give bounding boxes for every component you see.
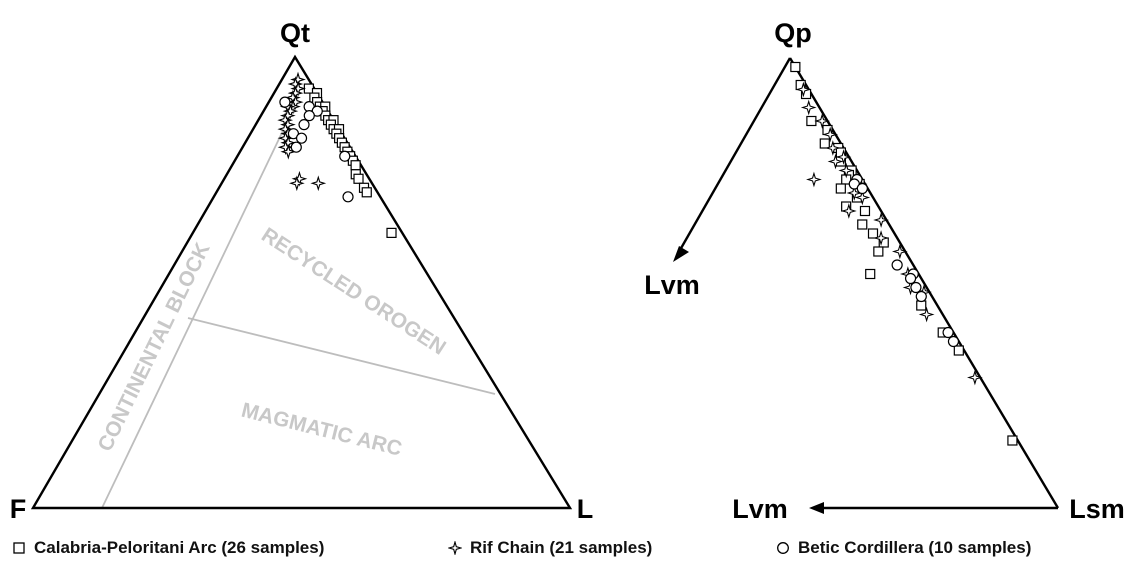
star-marker (918, 306, 935, 323)
circle-marker (856, 182, 868, 195)
star-marker-icon (448, 541, 462, 555)
star-marker (840, 203, 857, 219)
star-marker (795, 81, 812, 98)
square-marker (953, 345, 964, 356)
vertex-label-lsm: Lsm (1069, 494, 1125, 524)
field-label-magmatic-arc: MAGMATIC ARC (239, 399, 404, 461)
square-marker (859, 205, 871, 217)
star-marker (310, 175, 327, 192)
vertex-label-l: L (577, 494, 594, 524)
circle-marker (915, 290, 927, 303)
circle-marker (303, 110, 315, 122)
star-marker (822, 126, 839, 143)
square-marker (386, 227, 397, 238)
arrow-head-diagonal (673, 246, 689, 262)
star-marker (854, 189, 871, 206)
star-marker (806, 171, 822, 188)
arrow-label-lvm-diagonal: Lvm (644, 270, 700, 300)
ternary-qtfl: RECYCLED OROGEN MAGMATIC ARC CONTINENTAL… (10, 18, 594, 524)
legend-item-rif: Rif Chain (21 samples) (448, 538, 652, 558)
field-label-continental-block: CONTINENTAL BLOCK (94, 239, 215, 455)
triangle-qtfl (30, 54, 573, 510)
square-marker (1007, 435, 1018, 446)
points-qplvmlsm (790, 61, 1018, 446)
circle-marker (279, 96, 291, 108)
arrow-label-lvm-bottom: Lvm (732, 494, 788, 524)
star-marker (288, 175, 305, 192)
arrow-head-bottom (809, 502, 824, 514)
square-marker (835, 183, 846, 194)
circle-marker (910, 281, 922, 294)
star-marker (824, 140, 841, 156)
square-marker (916, 300, 927, 311)
square-marker (353, 173, 364, 184)
circle-marker (298, 119, 310, 131)
star-marker (873, 230, 889, 246)
circle-marker (891, 259, 903, 271)
legend-label-betic: Betic Cordillera (10 samples) (798, 538, 1032, 557)
recycled-orogen-magmatic-arc-boundary (187, 317, 496, 395)
square-marker (873, 246, 884, 257)
star-marker (835, 149, 852, 165)
triangle-qplvmlsm (788, 57, 1060, 509)
star-marker (814, 113, 831, 129)
circle-marker (942, 326, 954, 339)
star-marker (838, 162, 855, 179)
legend: Calabria-Peloritani Arc (26 samples) Rif… (0, 538, 1129, 568)
legend-item-betic: Betic Cordillera (10 samples) (776, 538, 1031, 558)
star-marker (891, 243, 908, 260)
star-marker (846, 185, 863, 201)
square-marker-icon (13, 542, 25, 554)
square-marker (790, 61, 801, 73)
legend-label-rif: Rif Chain (21 samples) (470, 538, 653, 557)
circle-marker (295, 132, 308, 144)
points-qtfl (277, 71, 397, 238)
ternary-qplvmlsm: Qp Lvm Lvm Lsm (644, 18, 1125, 524)
circle-marker (339, 150, 351, 162)
axis-to-lvm-diagonal (678, 57, 792, 251)
square-marker (819, 138, 830, 149)
legend-item-calabria: Calabria-Peloritani Arc (26 samples) (12, 538, 324, 558)
circle-marker (290, 141, 302, 153)
star-marker (800, 99, 817, 116)
star-marker (827, 153, 844, 170)
star-marker (873, 212, 889, 228)
circle-marker (342, 191, 354, 203)
square-marker (350, 160, 361, 171)
square-marker (867, 228, 879, 239)
circle-marker (947, 335, 960, 348)
star-marker (967, 369, 983, 386)
vertex-label-qp: Qp (774, 18, 812, 48)
circle-marker-icon (777, 542, 789, 554)
square-marker (361, 187, 372, 198)
vertex-label-f: F (10, 494, 27, 524)
square-marker (857, 219, 868, 230)
star-marker (280, 143, 297, 160)
legend-label-calabria: Calabria-Peloritani Arc (26 samples) (34, 538, 325, 557)
field-label-recycled-orogen: RECYCLED OROGEN (257, 223, 450, 359)
circle-marker (904, 272, 917, 285)
chart-canvas: RECYCLED OROGEN MAGMATIC ARC CONTINENTAL… (10, 18, 1125, 524)
vertex-label-qt: Qt (280, 18, 310, 48)
continental-block-boundary (101, 115, 291, 509)
square-marker (865, 268, 876, 280)
